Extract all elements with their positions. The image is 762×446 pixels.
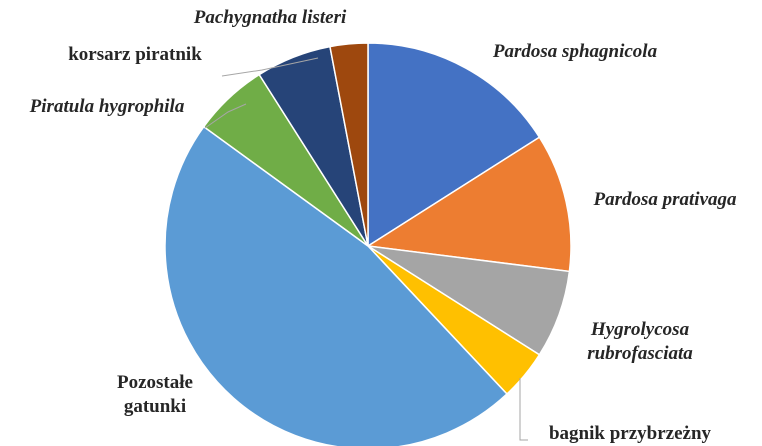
slice-label: Pozostałe gatunki: [117, 372, 193, 417]
leader-line: [204, 103, 247, 129]
pie-slice: [164, 125, 509, 446]
pie-slice: [365, 136, 572, 273]
pie-slice: [329, 42, 369, 247]
slice-label: Pardosa sphagnicola: [492, 41, 658, 62]
slice-label: Piratula hygrophila: [29, 96, 185, 117]
slice-label: Pachygnatha listeri: [193, 7, 347, 28]
slice-label: Hygrolycosa rubrofasciata: [587, 319, 693, 364]
slice-label: bagnik przybrzeżny: [548, 423, 712, 444]
slice-label: korsarz piratnik: [68, 44, 202, 65]
leader-line: [221, 57, 319, 77]
leader-line: [519, 378, 528, 441]
slice-label: Pardosa prativaga: [593, 189, 737, 210]
pie-slice: [367, 42, 541, 248]
